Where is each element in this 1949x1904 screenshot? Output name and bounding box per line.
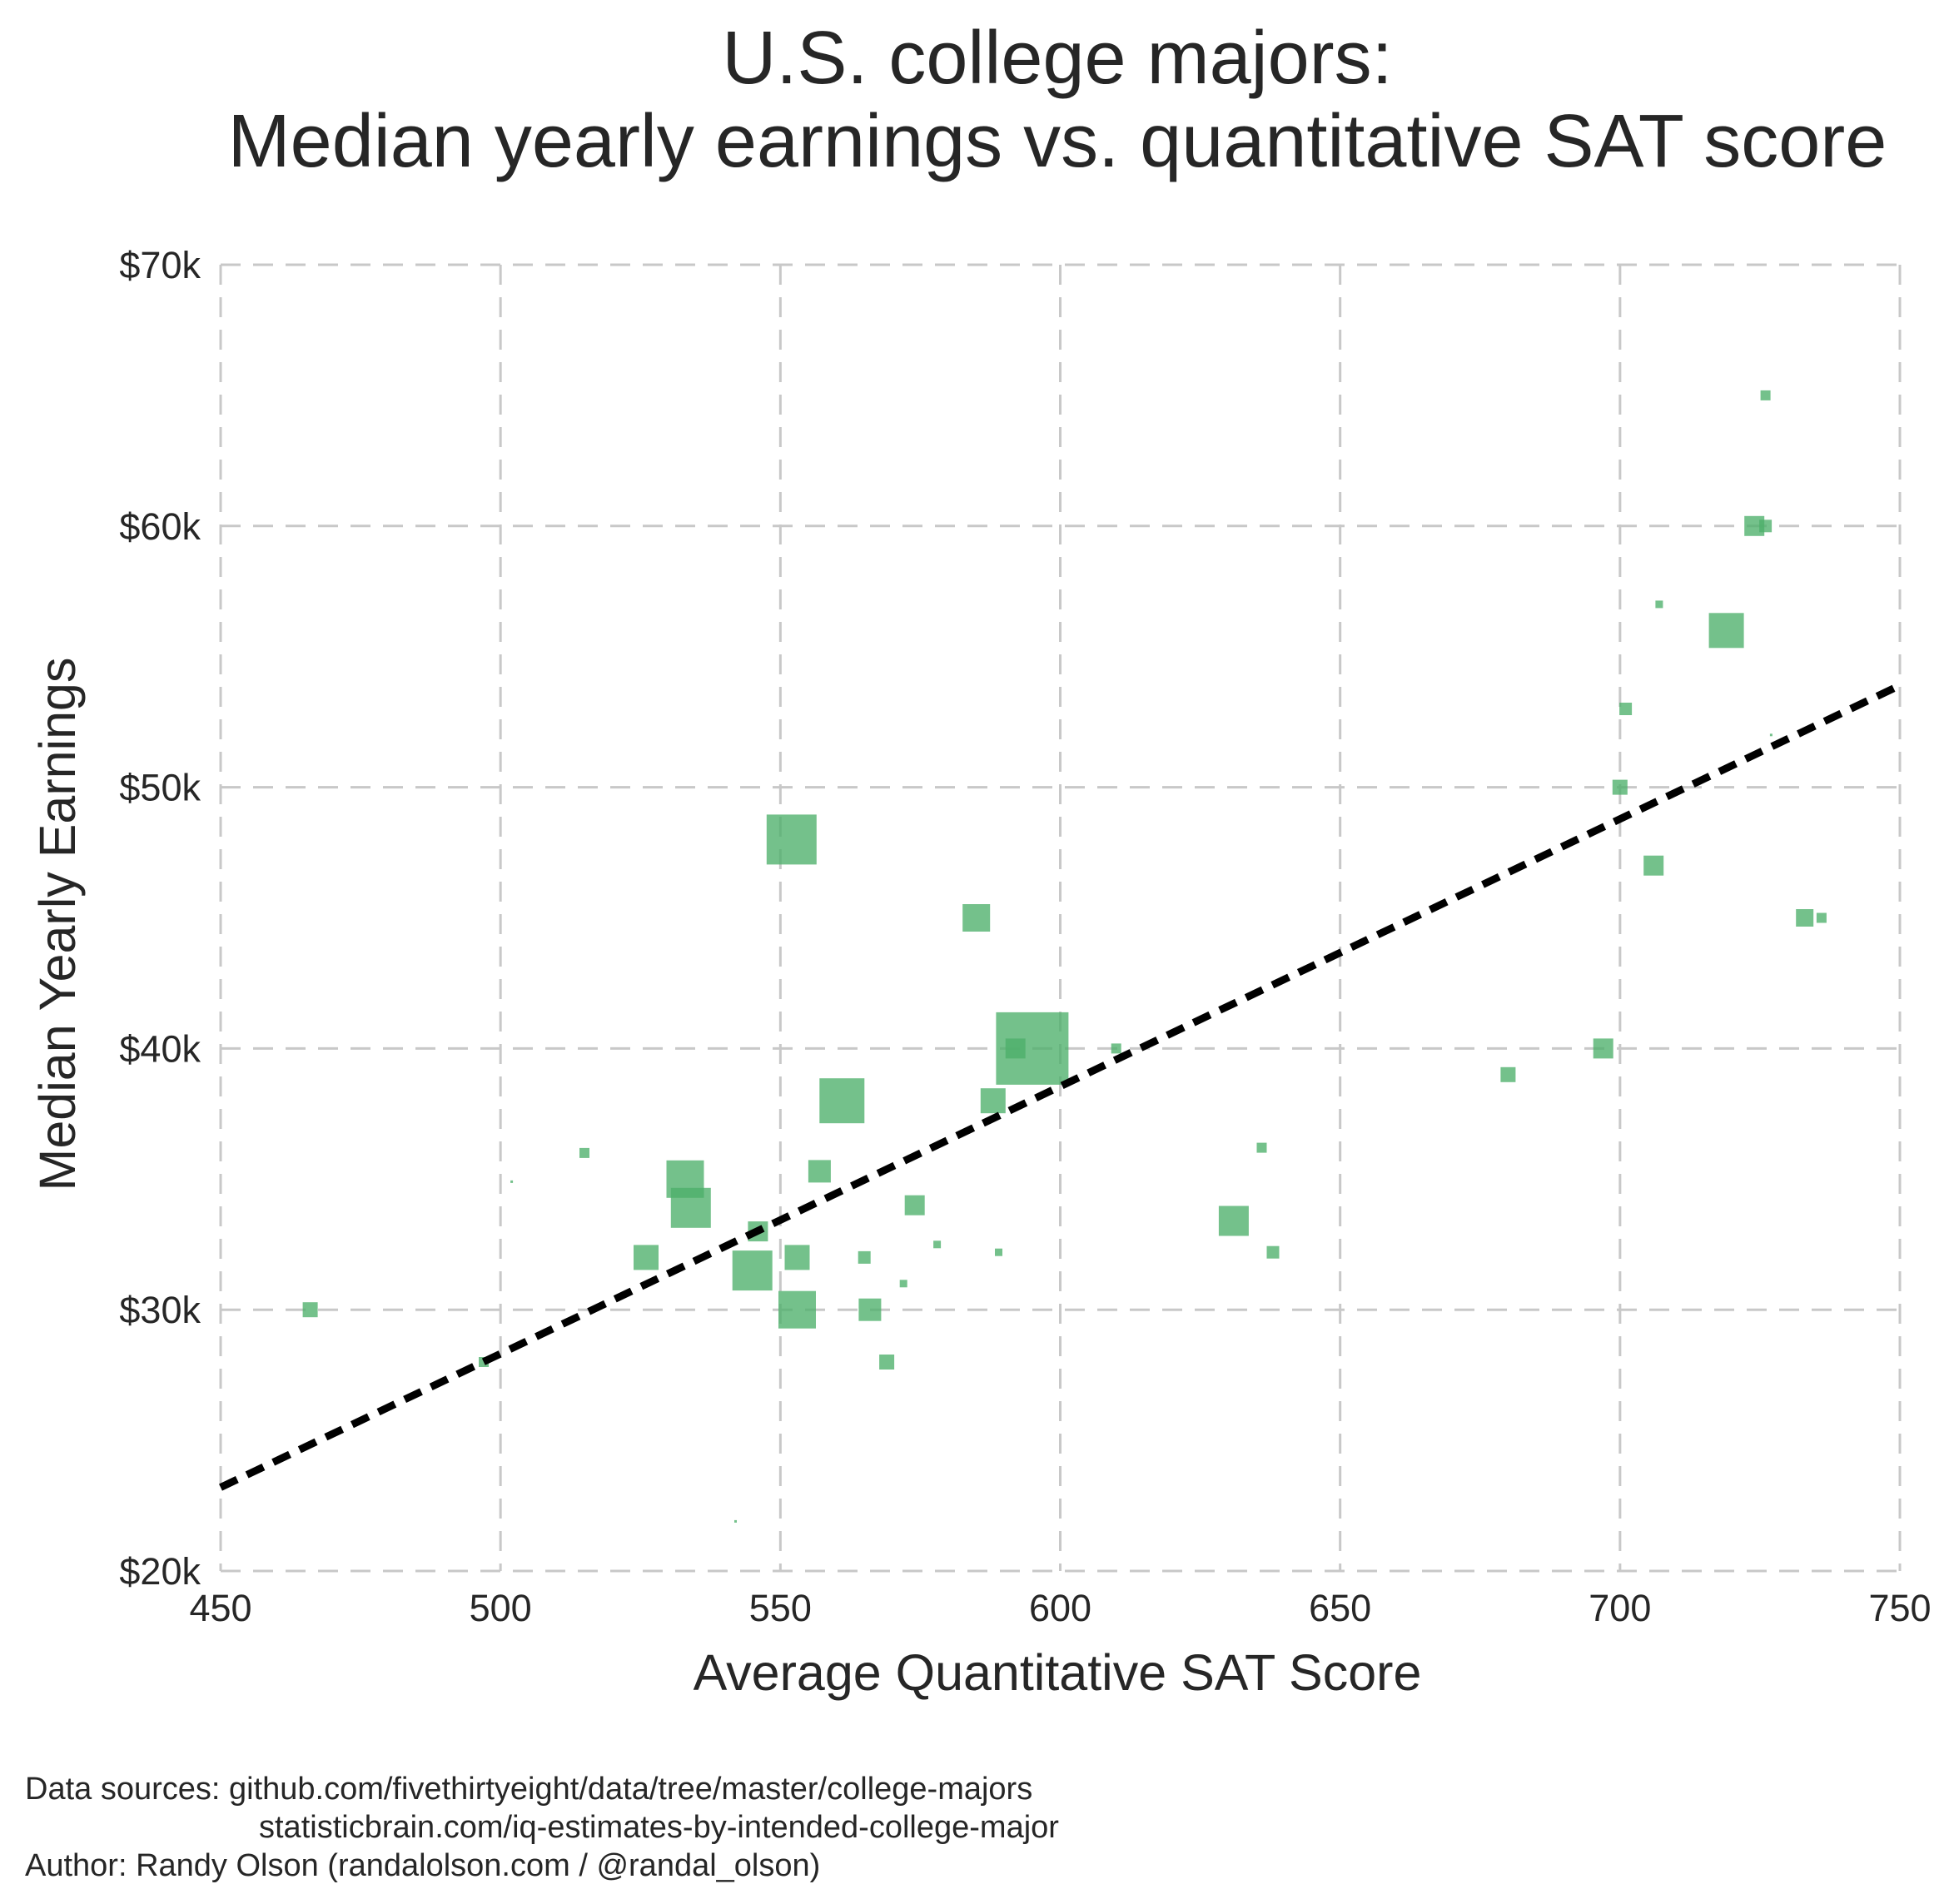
data-sources-line-1: Data sources: github.com/fivethirtyeight… — [25, 1772, 1033, 1807]
data-point — [808, 1160, 831, 1183]
data-sources-line-2: statisticbrain.com/iq-estimates-by-inten… — [259, 1810, 1059, 1845]
y-tick-labels: $20k $30k $40k $50k $60k $70k — [119, 244, 201, 1593]
data-point — [778, 1290, 816, 1329]
data-points — [302, 390, 1827, 1523]
data-point — [732, 1250, 773, 1291]
data-point — [962, 904, 991, 932]
chart-title-line-1: U.S. college majors: — [722, 17, 1392, 100]
trend-line — [219, 682, 1902, 1491]
y-tick-label: $40k — [119, 1027, 201, 1070]
y-tick-label: $50k — [119, 767, 201, 809]
chart-title: U.S. college majors: Median yearly earni… — [228, 17, 1887, 183]
data-point — [1643, 855, 1664, 876]
data-point — [858, 1298, 882, 1321]
author-credit: Author: Randy Olson (randalolson.com / @… — [25, 1848, 821, 1883]
grid-lines — [219, 263, 1902, 1573]
data-point — [1655, 600, 1663, 609]
x-tick-label: 600 — [1029, 1587, 1091, 1629]
data-point — [819, 1078, 865, 1124]
data-point — [879, 1355, 895, 1370]
data-point — [899, 1280, 907, 1288]
data-point — [1111, 1043, 1121, 1054]
data-point — [1619, 703, 1633, 715]
chart-footer: Data sources: github.com/fivethirtyeight… — [25, 1770, 1059, 1885]
chart-title-line-2: Median yearly earnings vs. quantitative … — [228, 100, 1887, 183]
x-tick-labels: 450 500 550 600 650 700 750 — [189, 1587, 1931, 1629]
data-point — [766, 814, 817, 865]
data-point — [996, 1012, 1069, 1085]
trend-line-group — [219, 682, 1902, 1491]
data-point — [302, 1302, 318, 1318]
data-point — [670, 1187, 711, 1228]
x-axis-label: Average Quantitative SAT Score — [694, 1644, 1422, 1701]
data-point — [1759, 519, 1772, 533]
data-point — [1708, 613, 1744, 649]
data-point — [980, 1088, 1006, 1114]
data-point — [858, 1250, 871, 1264]
y-tick-label: $30k — [119, 1289, 201, 1331]
data-point — [1769, 733, 1772, 737]
data-point — [510, 1180, 514, 1183]
y-tick-label: $70k — [119, 244, 201, 286]
x-tick-label: 550 — [749, 1587, 812, 1629]
y-axis-label: Median Yearly Earnings — [29, 658, 86, 1191]
data-point — [1612, 779, 1628, 795]
data-point — [904, 1195, 925, 1215]
data-point — [634, 1245, 659, 1270]
data-point — [1796, 909, 1814, 927]
data-point — [1218, 1206, 1249, 1236]
data-point — [1500, 1066, 1516, 1082]
x-tick-label: 450 — [189, 1587, 251, 1629]
data-point — [1593, 1038, 1613, 1059]
y-tick-label: $60k — [119, 505, 201, 548]
data-point — [579, 1147, 589, 1158]
x-tick-label: 500 — [470, 1587, 532, 1629]
data-point — [784, 1245, 810, 1270]
data-point — [933, 1240, 942, 1249]
data-point — [1266, 1245, 1280, 1259]
data-point — [734, 1519, 737, 1523]
x-tick-label: 750 — [1868, 1587, 1931, 1629]
x-tick-label: 700 — [1589, 1587, 1651, 1629]
x-tick-label: 650 — [1309, 1587, 1371, 1629]
data-point — [1256, 1142, 1267, 1153]
data-point — [995, 1248, 1002, 1256]
data-point — [1816, 912, 1827, 923]
data-point — [1760, 390, 1771, 400]
y-tick-label: $20k — [119, 1550, 201, 1593]
